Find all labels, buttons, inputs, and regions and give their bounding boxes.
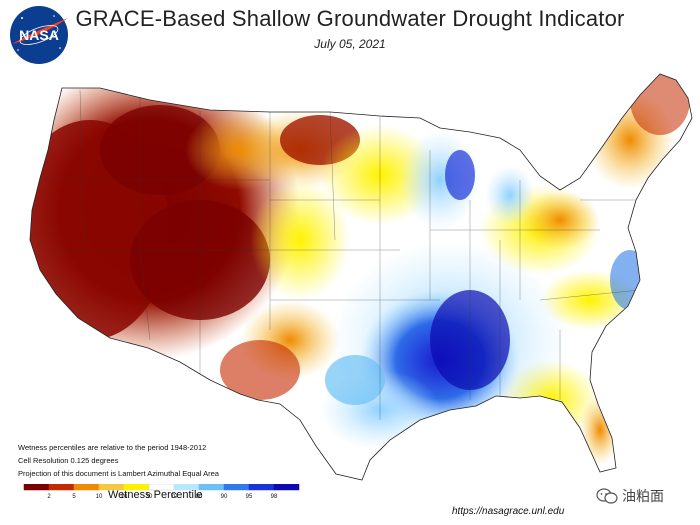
nasa-logo-text: NASA <box>19 27 59 43</box>
watermark-text: 油粕面 <box>622 488 664 504</box>
map-notes: Wetness percentiles are relative to the … <box>18 441 219 480</box>
legend-tick-label: 90 <box>221 494 228 500</box>
legend-title: Wetness Percentile <box>108 489 203 501</box>
watermark: 油粕面 <box>596 486 664 506</box>
legend-tick-label: 30 <box>146 494 153 500</box>
legend-swatch <box>48 484 75 491</box>
legend-swatch <box>223 484 250 491</box>
wetness-raster <box>30 74 692 480</box>
legend-swatch <box>198 484 225 491</box>
wetness-legend: 2 5 10 20 30 70 80 90 95 98 <box>23 484 300 500</box>
map-date: July 05, 2021 <box>314 37 386 51</box>
map-title: GRACE-Based Shallow Groundwater Drought … <box>75 6 625 31</box>
legend-tick-label: 2 <box>47 494 51 500</box>
legend-tick-label: 98 <box>271 494 278 500</box>
us-outline <box>29 73 693 481</box>
legend-swatch <box>73 484 100 491</box>
legend-tick-label: 5 <box>72 494 76 500</box>
source-url[interactable]: https://nasagrace.unl.edu <box>452 506 565 517</box>
legend-tick-label: 70 <box>171 494 178 500</box>
state-boundaries <box>40 89 641 420</box>
nasa-logo: NASA <box>10 6 68 64</box>
legend-swatch <box>273 484 300 491</box>
legend-tick-label: 10 <box>96 494 103 500</box>
note-projection: Projection of this document is Lambert A… <box>18 469 219 478</box>
legend-tick-label: 80 <box>196 494 203 500</box>
legend-tick-label: 95 <box>246 494 253 500</box>
legend-swatch <box>23 484 50 491</box>
note-resolution: Cell Resolution 0.125 degrees <box>18 456 119 465</box>
legend-tick-label: 20 <box>121 494 128 500</box>
note-period: Wetness percentiles are relative to the … <box>18 443 207 452</box>
legend-swatch <box>248 484 275 491</box>
wechat-icon <box>596 488 618 504</box>
